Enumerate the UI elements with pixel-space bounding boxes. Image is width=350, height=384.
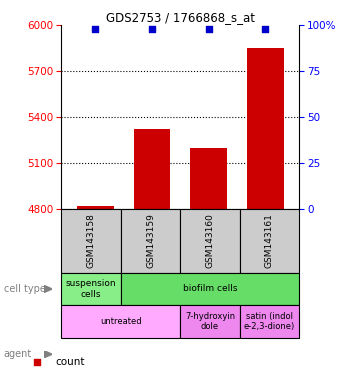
Bar <box>61 305 180 338</box>
Bar <box>77 206 114 209</box>
Polygon shape <box>44 351 52 358</box>
Text: untreated: untreated <box>100 317 141 326</box>
Bar <box>121 273 299 305</box>
Point <box>262 26 268 32</box>
Point <box>149 26 155 32</box>
Bar <box>133 129 170 209</box>
Text: suspension
cells: suspension cells <box>66 279 116 299</box>
Bar <box>180 305 240 338</box>
Text: 7-hydroxyin
dole: 7-hydroxyin dole <box>185 312 235 331</box>
Point <box>34 359 40 365</box>
Text: GSM143159: GSM143159 <box>146 214 155 268</box>
Bar <box>61 273 121 305</box>
Text: GSM143161: GSM143161 <box>265 214 274 268</box>
Text: GSM143158: GSM143158 <box>86 214 96 268</box>
Bar <box>180 209 240 273</box>
Bar <box>61 209 121 273</box>
Text: cell type: cell type <box>4 284 46 294</box>
Text: GSM143160: GSM143160 <box>205 214 215 268</box>
Text: agent: agent <box>4 349 32 359</box>
Bar <box>240 305 299 338</box>
Polygon shape <box>44 285 52 293</box>
Title: GDS2753 / 1766868_s_at: GDS2753 / 1766868_s_at <box>106 11 255 24</box>
Bar <box>190 148 227 209</box>
Bar <box>240 209 299 273</box>
Point <box>206 26 211 32</box>
Bar <box>121 209 180 273</box>
Text: biofilm cells: biofilm cells <box>183 285 237 293</box>
Point <box>92 26 98 32</box>
Text: satin (indol
e-2,3-dione): satin (indol e-2,3-dione) <box>244 312 295 331</box>
Bar <box>247 48 284 209</box>
Text: count: count <box>56 357 85 367</box>
